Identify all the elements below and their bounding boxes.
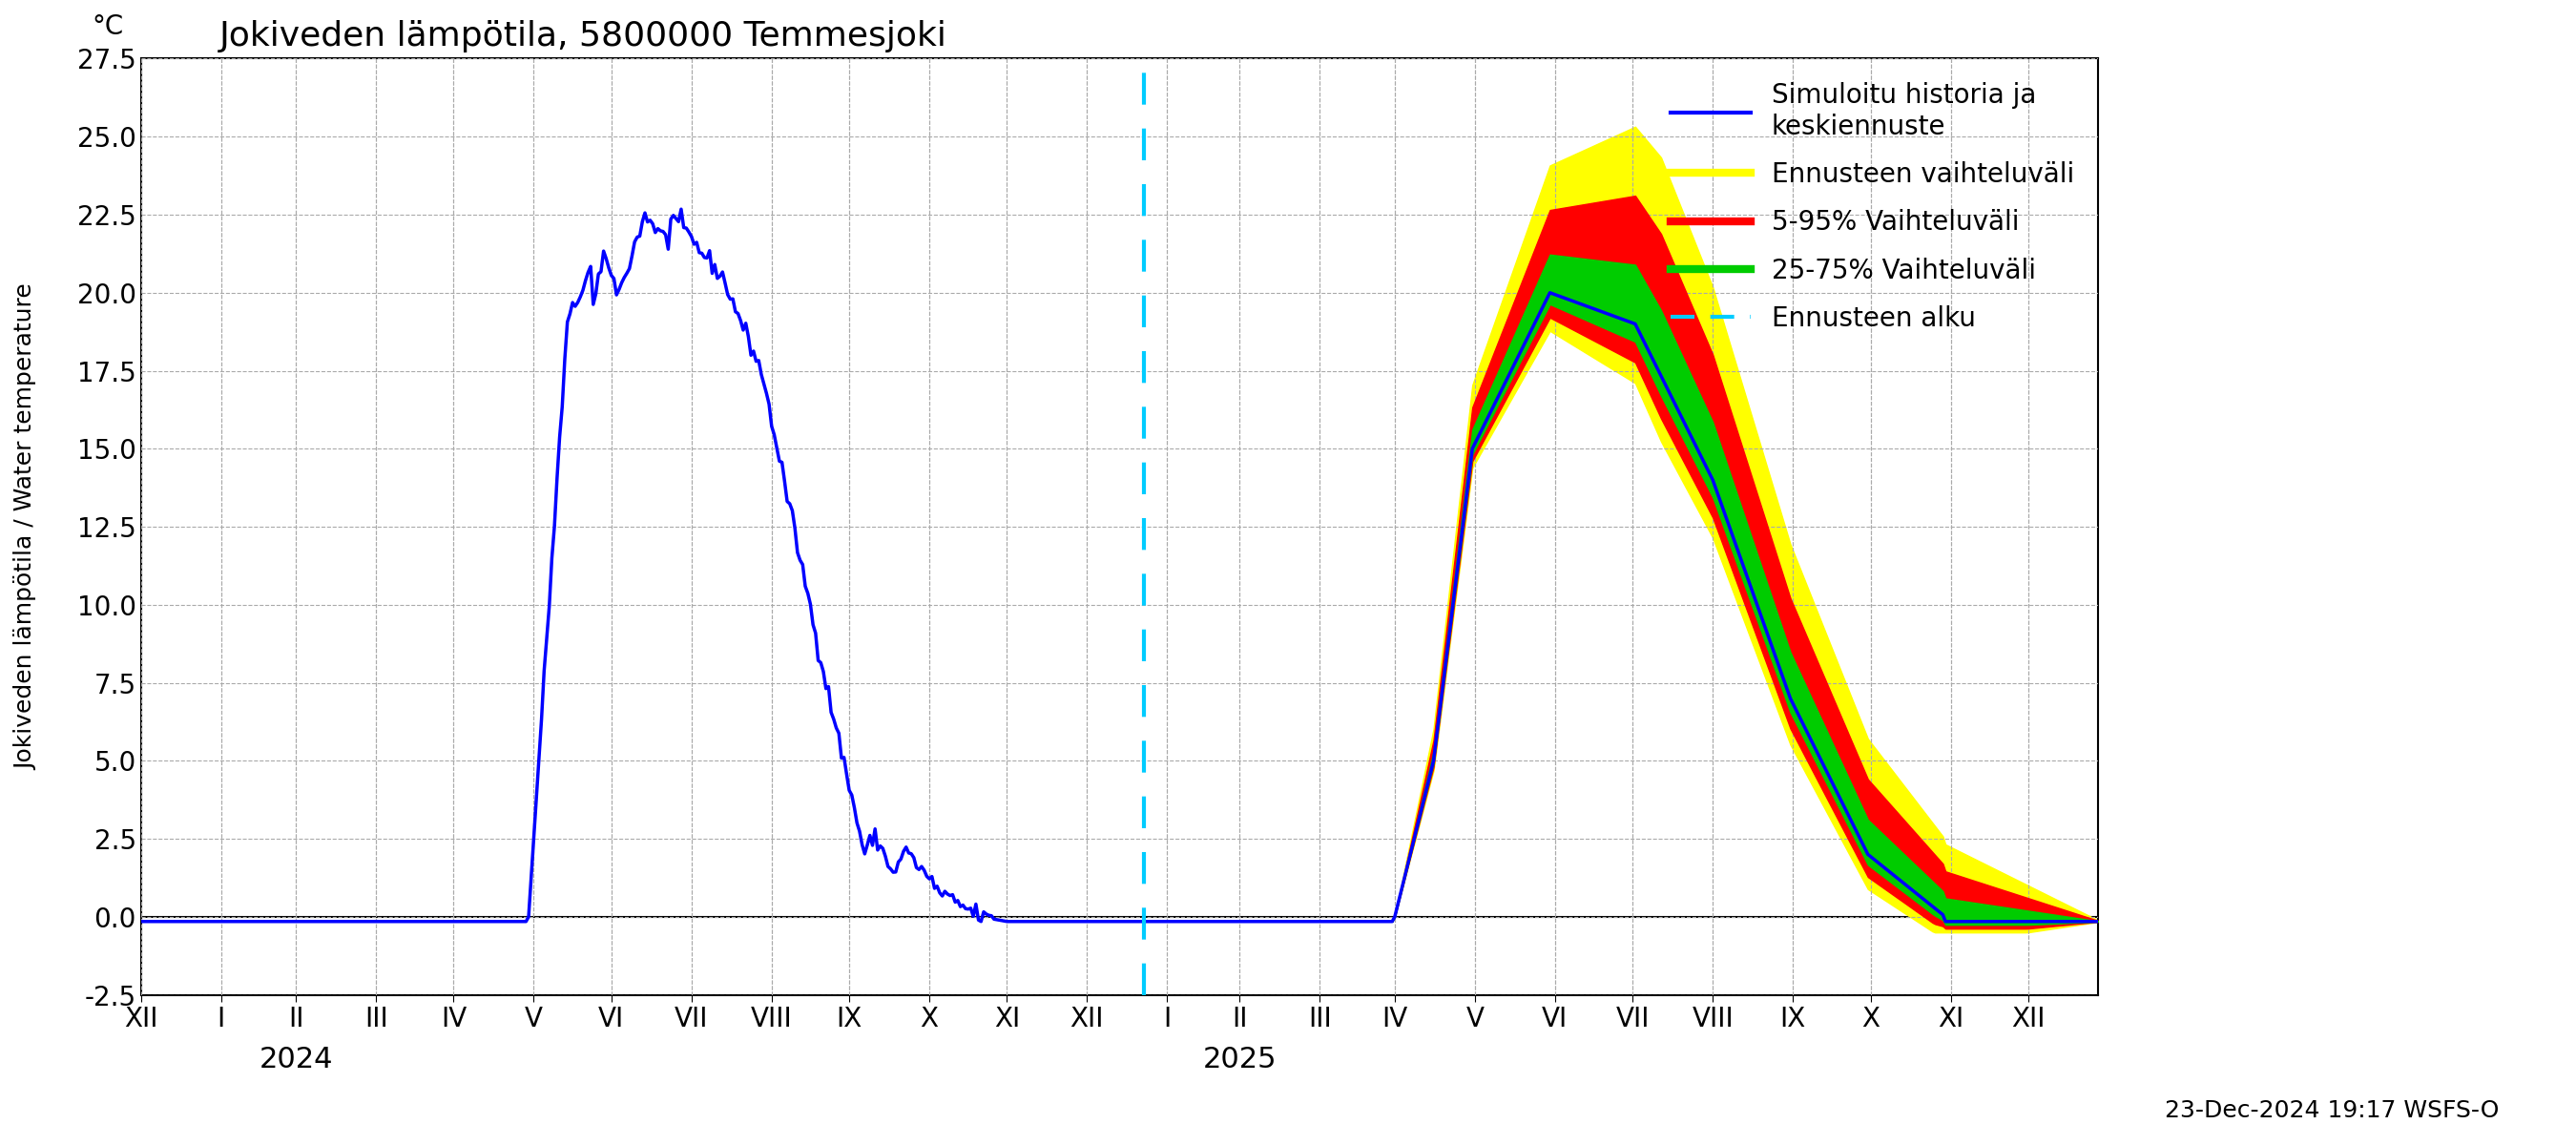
Text: Jokiveden lämpötila, 5800000 Temmesjoki: Jokiveden lämpötila, 5800000 Temmesjoki	[219, 19, 948, 52]
Y-axis label: Jokiveden lämpötila / Water temperature
: Jokiveden lämpötila / Water temperature	[15, 284, 64, 769]
Legend: Simuloitu historia ja
keskiennuste, Ennusteen vaihteluväli, 5-95% Vaihteluväli, : Simuloitu historia ja keskiennuste, Ennu…	[1659, 72, 2084, 342]
Text: °C: °C	[93, 14, 124, 40]
Text: 2024: 2024	[260, 1045, 332, 1074]
Text: 23-Dec-2024 19:17 WSFS-O: 23-Dec-2024 19:17 WSFS-O	[2164, 1099, 2499, 1122]
Text: 2025: 2025	[1203, 1045, 1278, 1074]
